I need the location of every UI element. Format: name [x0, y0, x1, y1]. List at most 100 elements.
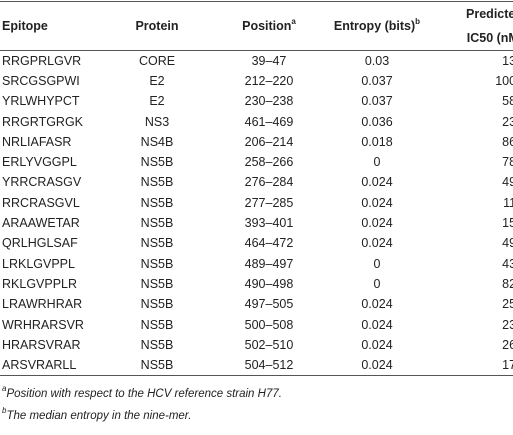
table-cell: NS5B: [140, 357, 174, 372]
table-row: LRKLGVPPL NS5B 489–497 0 438: [0, 253, 513, 273]
table-cell: 497–505: [244, 297, 294, 312]
table-cell: 115: [503, 195, 513, 210]
table-cell: 0.024: [361, 236, 393, 251]
footnote-text: Position with respect to the HCV referen…: [6, 388, 282, 400]
table-cell: ERLYVGGPL: [2, 155, 77, 170]
table-row: RRCRASGVL NS5B 277–285 0.024 115: [0, 193, 513, 213]
table-cell: HRARSVRAR: [2, 337, 81, 352]
footnote-text: The median entropy in the nine-mer.: [6, 410, 192, 422]
table-cell: 461–469: [244, 114, 294, 129]
table-cell: LRAWRHRAR: [2, 297, 83, 312]
footnote-mark: b: [2, 406, 7, 415]
table-cell: 464–472: [244, 236, 294, 251]
table-cell: 496: [502, 236, 513, 251]
table-cell: 0.018: [361, 134, 393, 149]
table-cell: NS5B: [140, 195, 174, 210]
table-cell: CORE: [138, 53, 176, 68]
table-cell: NS5B: [140, 297, 174, 312]
table-cell: ARAAWETAR: [2, 216, 80, 231]
table-cell: 0: [373, 256, 381, 271]
header-text: Epitope: [2, 19, 48, 33]
footnote: bThe median entropy in the nine-mer.: [2, 407, 192, 423]
table-cell: YRLWHYPCT: [2, 94, 80, 109]
table-cell: E2: [149, 73, 165, 88]
table-cell: 0.024: [361, 195, 393, 210]
table-cell: 0: [373, 155, 381, 170]
table-cell: NS5B: [140, 256, 174, 271]
table-cell: 0.037: [361, 73, 393, 88]
table-row: RRGRTGRGK NS3 461–469 0.036 234: [0, 111, 513, 131]
header-row: Epitope Protein Positiona Entropy (bits)b Pr…: [0, 1, 513, 51]
table-cell: 490–498: [244, 276, 294, 291]
table-cell: 234: [502, 114, 513, 129]
table-cell: NS5B: [140, 175, 174, 190]
table-cell: 264: [502, 337, 513, 352]
column-header: Entropy (bits)b: [324, 2, 430, 51]
table-cell: 502–510: [244, 337, 294, 352]
footnote: aPosition with respect to the HCV refere…: [2, 385, 282, 401]
table-cell: 0.036: [361, 114, 393, 129]
column-header: Predicted IC50 (nM): [430, 2, 513, 51]
data-table: Epitope Protein Positiona Entropy (bits)b Pr…: [0, 1, 513, 376]
table-cell: 156: [502, 216, 513, 231]
table-cell: ARSVRARLL: [2, 357, 77, 372]
footnote-mark: a: [2, 384, 7, 393]
header-footnote-mark: a: [291, 17, 296, 26]
table-cell: RRGPRLGVR: [2, 53, 82, 68]
table-body: RRGPRLGVR CORE 39–47 0.03 132 SRCGSGPWI E2 212–…: [0, 51, 513, 376]
table-row: NRLIAFASR NS4B 206–214 0.018 865: [0, 132, 513, 152]
table-cell: 0.024: [361, 357, 393, 372]
table-cell: 258–266: [244, 155, 294, 170]
table-cell: 438: [502, 256, 513, 271]
table-cell: NS4B: [140, 134, 174, 149]
table-cell: 276–284: [244, 175, 294, 190]
table-row: YRRCRASGV NS5B 276–284 0.024 491: [0, 172, 513, 192]
column-header: Positiona: [214, 2, 324, 51]
header-text: Protein: [135, 19, 179, 33]
table-cell: 786: [502, 155, 513, 170]
table-cell: 0.03: [364, 53, 390, 68]
table-cell: WRHRARSVR: [2, 317, 84, 332]
table-cell: RKLGVPPLR: [2, 276, 78, 291]
table-cell: E2: [149, 94, 165, 109]
table-row: HRARSVRAR NS5B 502–510 0.024 264: [0, 335, 513, 355]
table-cell: 0: [373, 276, 381, 291]
table-cell: 0.024: [361, 297, 393, 312]
table-row: ERLYVGGPL NS5B 258–266 0 786: [0, 152, 513, 172]
column-header: Epitope: [0, 2, 100, 51]
table-cell: 500–508: [244, 317, 294, 332]
table-cell: NS5B: [140, 216, 174, 231]
table-row: LRAWRHRAR NS5B 497–505 0.024 251: [0, 294, 513, 314]
header-text: Position: [242, 19, 292, 33]
table-cell: 489–497: [244, 256, 294, 271]
table-cell: 1003: [495, 73, 513, 88]
table-row: SRCGSGPWI E2 212–220 0.037 1003: [0, 71, 513, 91]
table-cell: 170: [502, 357, 513, 372]
table-cell: 39–47: [251, 53, 287, 68]
table-cell: 491: [502, 175, 513, 190]
table-cell: 865: [502, 134, 513, 149]
table-cell: RRGRTGRGK: [2, 114, 84, 129]
table-row: RRGPRLGVR CORE 39–47 0.03 132: [0, 51, 513, 71]
table-cell: SRCGSGPWI: [2, 73, 80, 88]
table-cell: 0.024: [361, 216, 393, 231]
table-row: QRLHGLSAF NS5B 464–472 0.024 496: [0, 233, 513, 253]
table-cell: 251: [502, 297, 513, 312]
table-cell: 824: [502, 276, 513, 291]
table-cell: QRLHGLSAF: [2, 236, 78, 251]
table-cell: NS5B: [140, 276, 174, 291]
table-cell: 238: [502, 317, 513, 332]
table-row: ARSVRARLL NS5B 504–512 0.024 170: [0, 355, 513, 376]
table-cell: NS5B: [140, 337, 174, 352]
table-cell: 277–285: [244, 195, 294, 210]
table-cell: 132: [502, 53, 513, 68]
table-cell: 586: [502, 94, 513, 109]
table-cell: NRLIAFASR: [2, 134, 72, 149]
table-cell: LRKLGVPPL: [2, 256, 75, 271]
table-cell: NS3: [144, 114, 170, 129]
header-text: Predicted IC50 (nM): [466, 7, 513, 45]
table-cell: 0.024: [361, 317, 393, 332]
table-cell: 0.024: [361, 337, 393, 352]
table-cell: 0.037: [361, 94, 393, 109]
